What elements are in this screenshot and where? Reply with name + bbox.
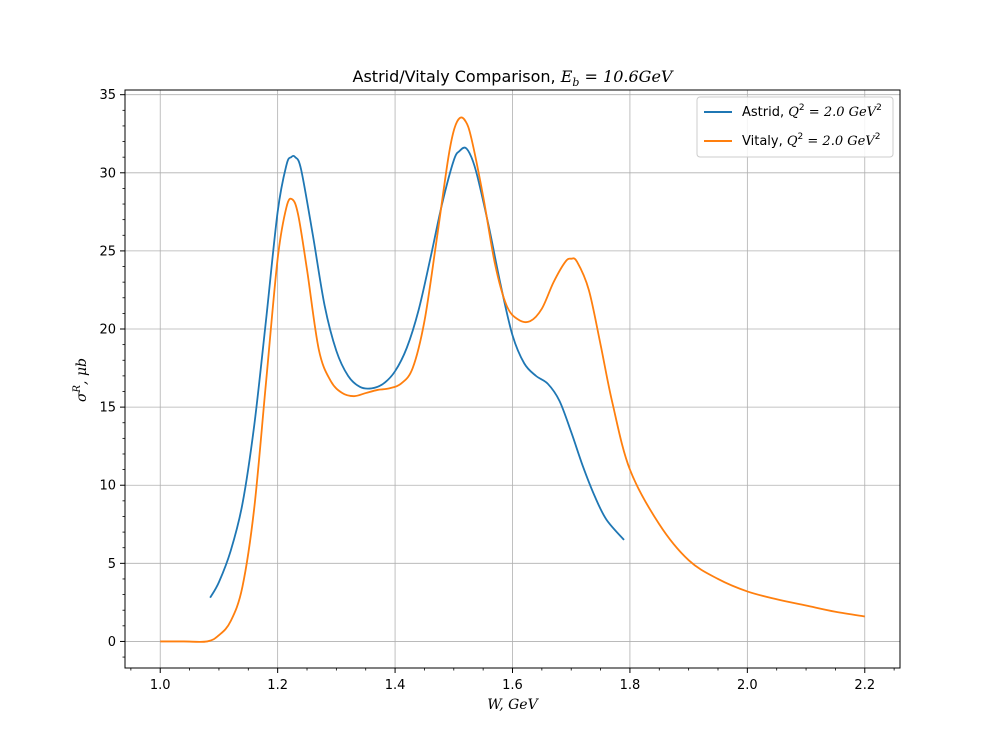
y-tick-label: 25: [99, 244, 116, 259]
y-tick-label: 10: [99, 479, 116, 494]
legend-label-vitaly: Vitaly, Q2 = 2.0 GeV2: [742, 132, 880, 149]
x-tick-label: 1.8: [620, 678, 641, 693]
x-tick-label: 1.0: [150, 678, 171, 693]
x-tick-label: 1.2: [267, 678, 288, 693]
grid: [125, 90, 900, 668]
x-axis-label: W, GeV: [487, 697, 539, 713]
y-tick-label: 15: [99, 401, 116, 416]
y-tick-label: 30: [99, 166, 116, 181]
legend: Astrid, Q2 = 2.0 GeV2 Vitaly, Q2 = 2.0 G…: [696, 96, 894, 158]
y-tick-label: 35: [99, 88, 116, 103]
y-tick-label: 5: [108, 557, 116, 572]
x-tick-label: 2.0: [737, 678, 758, 693]
x-tick-label: 1.6: [502, 678, 523, 693]
x-tick-label: 1.4: [385, 678, 406, 693]
chart-title: Astrid/Vitaly Comparison, Eb = 10.6GeV: [353, 67, 674, 89]
y-tick-label: 0: [108, 635, 116, 650]
series-group: [160, 116, 865, 643]
series-line-astrid: [209, 146, 625, 599]
x-tick-label: 2.2: [854, 678, 875, 693]
ticks: 1.0 1.2 1.4 1.6 1.8 2.0 2.2 0 5 10 15 20 25 30 35: [99, 88, 895, 693]
legend-box: [696, 96, 894, 158]
y-tick-label: 20: [99, 323, 116, 338]
y-axis-label: σR, μb: [72, 358, 90, 402]
series-line-vitaly: [160, 116, 865, 643]
legend-label-astrid: Astrid, Q2 = 2.0 GeV2: [742, 103, 882, 120]
